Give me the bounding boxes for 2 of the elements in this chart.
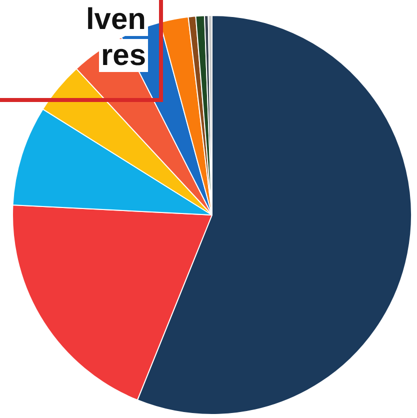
text: lven — [84, 3, 148, 36]
text: res — [98, 39, 148, 72]
